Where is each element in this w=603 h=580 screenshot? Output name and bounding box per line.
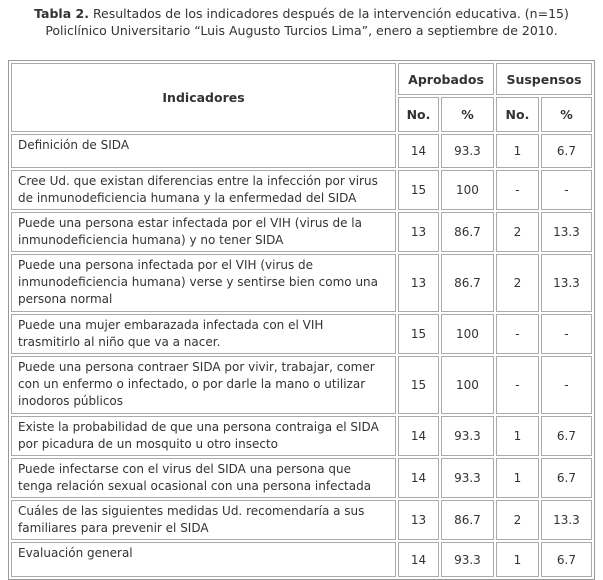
value-cell: 1 <box>496 134 539 168</box>
value-cell: - <box>540 356 592 414</box>
value-cell: 6.7 <box>540 416 592 456</box>
table-row: Puede una persona estar infectada por el… <box>11 212 592 252</box>
header-cell: Aprobados <box>398 63 495 95</box>
indicator-cell: Definición de SIDA <box>11 134 397 168</box>
table-row: Cuáles de las siguientes medidas Ud. rec… <box>11 500 592 540</box>
indicator-cell: Puede infectarse con el virus del SIDA u… <box>11 458 397 498</box>
value-cell: - <box>496 356 539 414</box>
value-cell: - <box>540 170 592 210</box>
header-cell: % <box>540 97 592 132</box>
value-cell: 86.7 <box>440 212 495 252</box>
value-cell: - <box>496 170 539 210</box>
table-row: Cree Ud. que existan diferencias entre l… <box>11 170 592 210</box>
value-cell: 1 <box>496 458 539 498</box>
caption: Tabla 2. Resultados de los indicadores d… <box>0 0 603 55</box>
value-cell: 93.3 <box>440 416 495 456</box>
value-cell: 1 <box>496 416 539 456</box>
header-cell: Suspensos <box>496 63 592 95</box>
value-cell: 13 <box>398 212 439 252</box>
value-cell: 6.7 <box>540 134 592 168</box>
indicator-cell: Puede una persona estar infectada por el… <box>11 212 397 252</box>
header-cell: Indicadores <box>11 63 397 132</box>
value-cell: 86.7 <box>440 254 495 312</box>
value-cell: 13.3 <box>540 500 592 540</box>
value-cell: 14 <box>398 134 439 168</box>
value-cell: 93.3 <box>440 134 495 168</box>
indicator-cell: Cuáles de las siguientes medidas Ud. rec… <box>11 500 397 540</box>
value-cell: 15 <box>398 356 439 414</box>
caption-title: Resultados de los indicadores después de… <box>92 6 569 21</box>
results-table: Indicadores Aprobados Suspensos No. % No… <box>8 60 595 580</box>
table-body: Definición de SIDA 14 93.3 1 6.7 Cree Ud. que… <box>11 134 592 577</box>
header-cell: No. <box>496 97 539 132</box>
table-row: Definición de SIDA 14 93.3 1 6.7 <box>11 134 592 168</box>
value-cell: 100 <box>440 314 495 354</box>
table-row: Puede una mujer embarazada infectada con… <box>11 314 592 354</box>
indicator-cell: Puede una persona infectada por el VIH (… <box>11 254 397 312</box>
value-cell: 86.7 <box>440 500 495 540</box>
indicator-cell: Cree Ud. que existan diferencias entre l… <box>11 170 397 210</box>
table-row: Puede infectarse con el virus del SIDA u… <box>11 458 592 498</box>
caption-label: Tabla 2. <box>34 6 89 21</box>
table-row: Existe la probabilidad de que una person… <box>11 416 592 456</box>
value-cell: 93.3 <box>440 458 495 498</box>
value-cell: 13.3 <box>540 254 592 312</box>
value-cell: - <box>540 314 592 354</box>
value-cell: 13.3 <box>540 212 592 252</box>
table-row: Puede una persona infectada por el VIH (… <box>11 254 592 312</box>
value-cell: 100 <box>440 356 495 414</box>
header-cell: % <box>440 97 495 132</box>
value-cell: 15 <box>398 170 439 210</box>
value-cell: 15 <box>398 314 439 354</box>
value-cell: - <box>496 314 539 354</box>
value-cell: 2 <box>496 254 539 312</box>
value-cell: 100 <box>440 170 495 210</box>
indicator-cell: Puede una persona contraer SIDA por vivi… <box>11 356 397 414</box>
value-cell: 14 <box>398 458 439 498</box>
value-cell: 13 <box>398 500 439 540</box>
value-cell: 6.7 <box>540 458 592 498</box>
caption-subtitle: Policlínico Universitario “Luis Augusto … <box>45 23 558 38</box>
table-row: Puede una persona contraer SIDA por vivi… <box>11 356 592 414</box>
value-cell: 2 <box>496 500 539 540</box>
indicator-cell: Existe la probabilidad de que una person… <box>11 416 397 456</box>
value-cell: 13 <box>398 254 439 312</box>
indicator-cell: Puede una mujer embarazada infectada con… <box>11 314 397 354</box>
value-cell: 14 <box>398 416 439 456</box>
header-cell: No. <box>398 97 439 132</box>
value-cell: 2 <box>496 212 539 252</box>
